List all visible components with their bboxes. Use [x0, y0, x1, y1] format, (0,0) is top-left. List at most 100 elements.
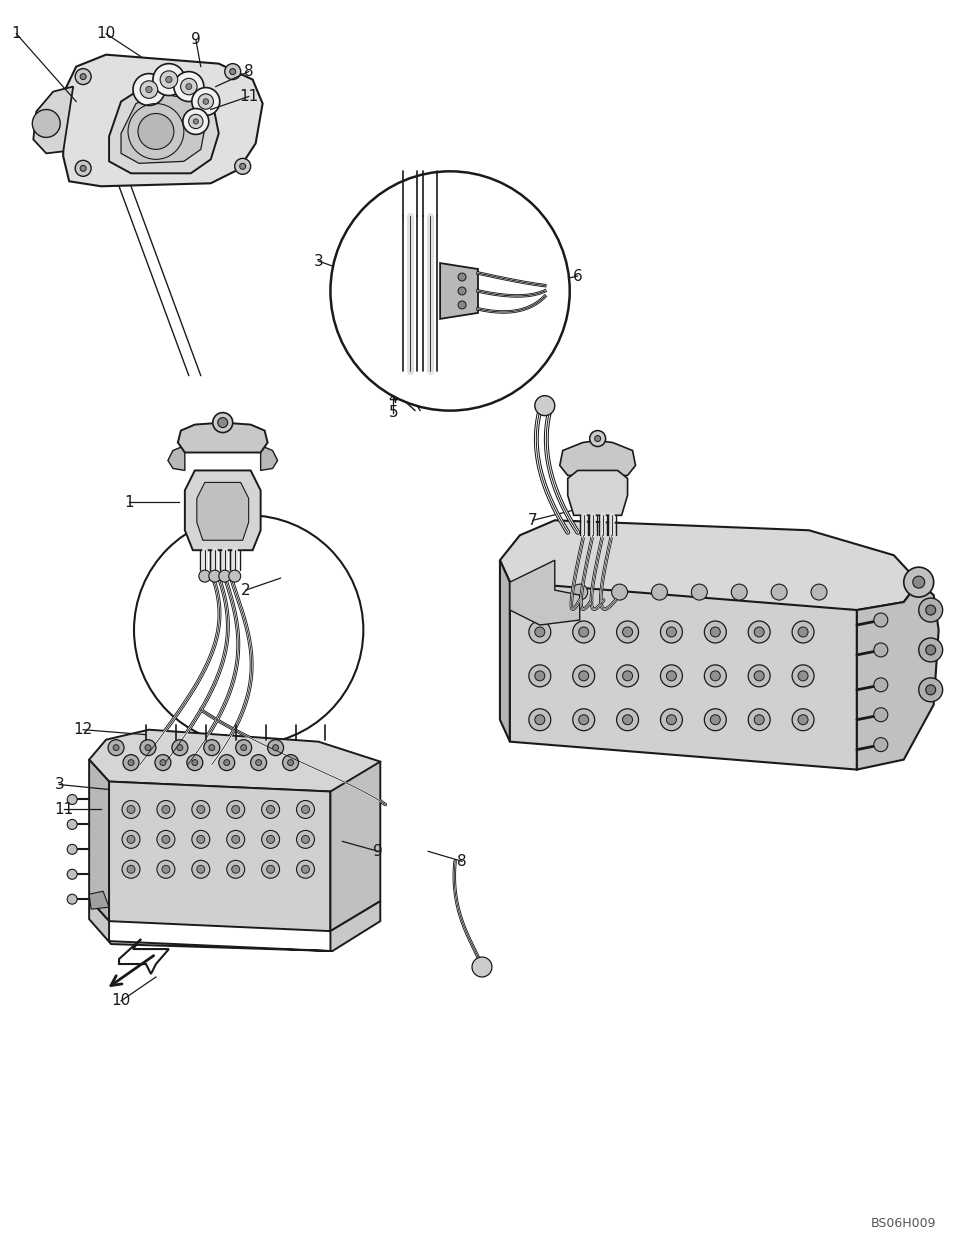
Circle shape [297, 860, 314, 879]
Text: 3: 3 [55, 778, 64, 792]
Circle shape [174, 71, 204, 101]
Polygon shape [510, 582, 856, 770]
Text: 12: 12 [74, 722, 93, 738]
Circle shape [67, 869, 78, 879]
Circle shape [67, 894, 78, 904]
Circle shape [660, 621, 682, 642]
Circle shape [140, 740, 156, 755]
Circle shape [874, 678, 888, 691]
Circle shape [80, 74, 86, 80]
Circle shape [186, 84, 192, 90]
Polygon shape [34, 86, 73, 154]
Circle shape [122, 800, 140, 819]
Polygon shape [89, 891, 109, 909]
Circle shape [162, 805, 170, 814]
Circle shape [660, 665, 682, 686]
Circle shape [529, 665, 551, 686]
Circle shape [792, 709, 814, 731]
Text: 10: 10 [111, 994, 130, 1009]
Circle shape [704, 621, 726, 642]
Circle shape [623, 628, 632, 638]
Circle shape [217, 418, 228, 428]
Circle shape [651, 584, 668, 600]
Circle shape [798, 671, 808, 681]
Circle shape [108, 740, 124, 755]
Circle shape [710, 628, 720, 638]
Circle shape [811, 584, 827, 600]
Circle shape [153, 64, 185, 95]
Circle shape [535, 396, 555, 415]
Circle shape [162, 835, 170, 844]
Circle shape [177, 745, 183, 751]
Text: 8: 8 [457, 854, 467, 869]
Polygon shape [185, 470, 261, 550]
Circle shape [458, 272, 466, 281]
Polygon shape [196, 482, 249, 540]
Polygon shape [121, 94, 206, 164]
Circle shape [798, 715, 808, 725]
Circle shape [623, 671, 632, 681]
Polygon shape [109, 84, 218, 174]
Circle shape [297, 800, 314, 819]
Circle shape [218, 755, 235, 770]
Circle shape [33, 110, 60, 138]
Text: 11: 11 [240, 89, 259, 104]
Circle shape [731, 584, 747, 600]
Polygon shape [380, 376, 412, 401]
Circle shape [196, 835, 205, 844]
Circle shape [133, 74, 165, 105]
Circle shape [204, 740, 219, 755]
Polygon shape [63, 55, 262, 186]
Circle shape [704, 665, 726, 686]
Circle shape [535, 715, 545, 725]
Circle shape [218, 570, 231, 582]
Circle shape [192, 88, 219, 115]
Circle shape [913, 576, 924, 587]
Circle shape [67, 795, 78, 805]
Polygon shape [559, 440, 635, 475]
Circle shape [262, 800, 280, 819]
Circle shape [235, 159, 251, 174]
Circle shape [874, 707, 888, 721]
Circle shape [792, 621, 814, 642]
Circle shape [122, 860, 140, 879]
Circle shape [874, 612, 888, 628]
Text: BS06H009: BS06H009 [871, 1218, 937, 1230]
Polygon shape [331, 761, 380, 931]
Circle shape [166, 76, 172, 82]
Circle shape [240, 745, 246, 751]
Circle shape [771, 584, 787, 600]
Circle shape [227, 800, 244, 819]
Circle shape [198, 94, 214, 109]
Circle shape [667, 671, 676, 681]
Circle shape [160, 71, 177, 89]
Polygon shape [89, 760, 109, 921]
Text: 9: 9 [374, 844, 383, 859]
Circle shape [209, 570, 220, 582]
Circle shape [754, 671, 764, 681]
Circle shape [617, 709, 639, 731]
Circle shape [123, 755, 139, 770]
Circle shape [874, 642, 888, 658]
Polygon shape [856, 582, 939, 770]
Circle shape [903, 568, 934, 598]
Circle shape [171, 740, 188, 755]
Circle shape [710, 671, 720, 681]
Circle shape [623, 715, 632, 725]
Circle shape [458, 301, 466, 309]
Circle shape [573, 709, 595, 731]
Circle shape [199, 570, 211, 582]
Circle shape [230, 69, 236, 75]
Circle shape [692, 584, 707, 600]
Circle shape [754, 715, 764, 725]
Circle shape [266, 805, 275, 814]
Circle shape [213, 412, 233, 432]
Circle shape [67, 844, 78, 854]
Circle shape [472, 958, 492, 978]
Circle shape [203, 99, 209, 104]
Circle shape [919, 638, 943, 662]
Text: 4: 4 [388, 391, 399, 406]
Circle shape [267, 740, 284, 755]
Circle shape [162, 865, 170, 874]
Polygon shape [568, 470, 627, 515]
